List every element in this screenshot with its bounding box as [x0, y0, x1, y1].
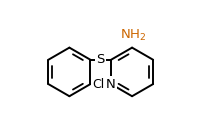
Text: S: S [97, 53, 105, 66]
Text: NH$_2$: NH$_2$ [120, 28, 147, 43]
Text: N: N [106, 78, 116, 91]
Text: Cl: Cl [92, 78, 104, 91]
